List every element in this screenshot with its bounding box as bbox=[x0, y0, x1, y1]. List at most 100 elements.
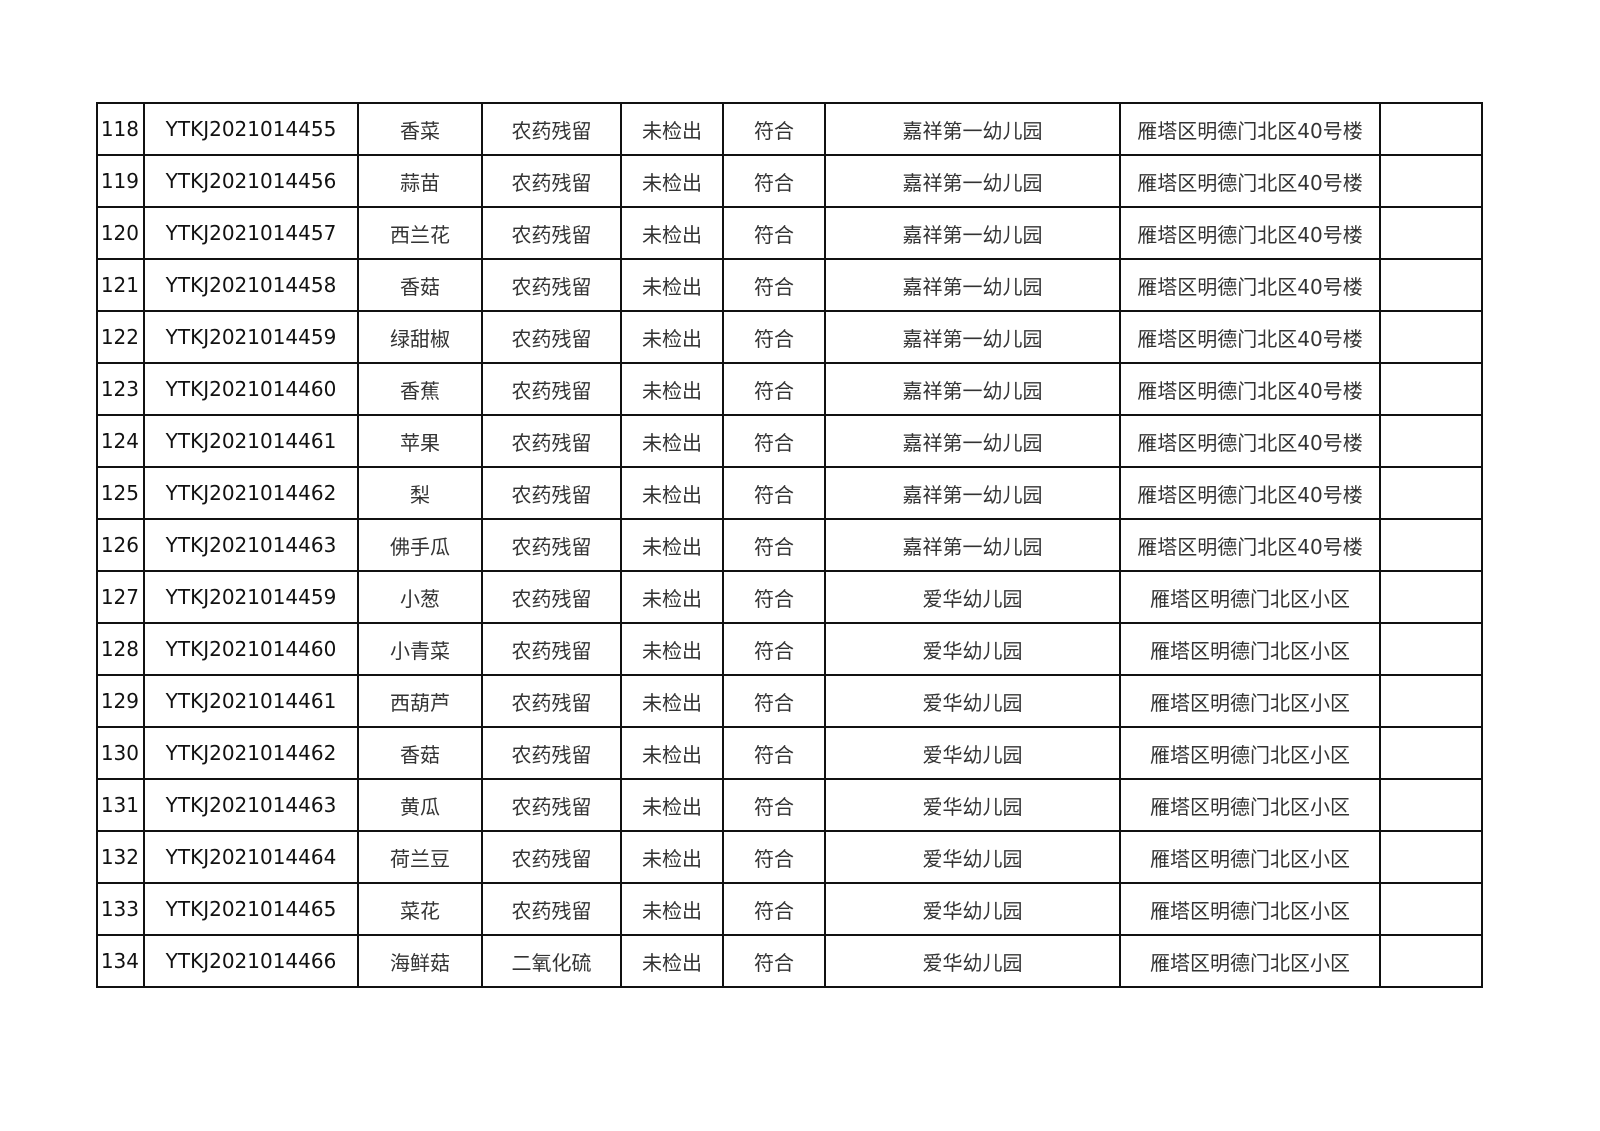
unit-address-cell: 雁塔区明德门北区小区 bbox=[1119, 934, 1381, 988]
remarks-cell bbox=[1379, 310, 1483, 364]
test-result-cell: 未检出 bbox=[620, 102, 724, 156]
verdict-cell: 符合 bbox=[722, 154, 826, 208]
table-row: 128 YTKJ2021014460 小青菜 农药残留 未检出 符合 爱华幼儿园 雁塔区明德门… bbox=[96, 622, 1483, 676]
test-result-cell: 未检出 bbox=[620, 414, 724, 468]
row-number-cell: 119 bbox=[96, 154, 145, 208]
sample-code-cell: YTKJ2021014462 bbox=[143, 466, 359, 520]
table-row: 122 YTKJ2021014459 绿甜椒 农药残留 未检出 符合 嘉祥第一幼儿园 雁塔区明… bbox=[96, 310, 1483, 364]
remarks-cell bbox=[1379, 570, 1483, 624]
sample-name-cell: 香菜 bbox=[357, 102, 483, 156]
table-row: 119 YTKJ2021014456 蒜苗 农药残留 未检出 符合 嘉祥第一幼儿园 雁塔区明德… bbox=[96, 154, 1483, 208]
sampled-unit-cell: 爱华幼儿园 bbox=[824, 726, 1121, 780]
table-row: 120 YTKJ2021014457 西兰花 农药残留 未检出 符合 嘉祥第一幼儿园 雁塔区明… bbox=[96, 206, 1483, 260]
remarks-cell bbox=[1379, 154, 1483, 208]
sampled-unit-cell: 嘉祥第一幼儿园 bbox=[824, 362, 1121, 416]
sample-name-cell: 蒜苗 bbox=[357, 154, 483, 208]
remarks-cell bbox=[1379, 206, 1483, 260]
verdict-cell: 符合 bbox=[722, 258, 826, 312]
remarks-cell bbox=[1379, 518, 1483, 572]
sample-code-cell: YTKJ2021014459 bbox=[143, 570, 359, 624]
row-number-cell: 133 bbox=[96, 882, 145, 936]
sample-code-cell: YTKJ2021014464 bbox=[143, 830, 359, 884]
row-number-cell: 130 bbox=[96, 726, 145, 780]
sample-name-cell: 香菇 bbox=[357, 726, 483, 780]
sample-code-cell: YTKJ2021014460 bbox=[143, 362, 359, 416]
test-item-cell: 农药残留 bbox=[481, 258, 622, 312]
row-number-cell: 132 bbox=[96, 830, 145, 884]
sample-name-cell: 海鲜菇 bbox=[357, 934, 483, 988]
test-item-cell: 农药残留 bbox=[481, 414, 622, 468]
verdict-cell: 符合 bbox=[722, 310, 826, 364]
sample-name-cell: 香蕉 bbox=[357, 362, 483, 416]
verdict-cell: 符合 bbox=[722, 622, 826, 676]
verdict-cell: 符合 bbox=[722, 830, 826, 884]
sample-code-cell: YTKJ2021014461 bbox=[143, 414, 359, 468]
inspection-results-table: 118 YTKJ2021014455 香菜 农药残留 未检出 符合 嘉祥第一幼儿园 雁塔区明德… bbox=[96, 102, 1483, 988]
test-result-cell: 未检出 bbox=[620, 726, 724, 780]
unit-address-cell: 雁塔区明德门北区40号楼 bbox=[1119, 310, 1381, 364]
verdict-cell: 符合 bbox=[722, 882, 826, 936]
table-row: 126 YTKJ2021014463 佛手瓜 农药残留 未检出 符合 嘉祥第一幼儿园 雁塔区明… bbox=[96, 518, 1483, 572]
remarks-cell bbox=[1379, 830, 1483, 884]
sample-name-cell: 绿甜椒 bbox=[357, 310, 483, 364]
test-result-cell: 未检出 bbox=[620, 466, 724, 520]
verdict-cell: 符合 bbox=[722, 414, 826, 468]
row-number-cell: 122 bbox=[96, 310, 145, 364]
row-number-cell: 131 bbox=[96, 778, 145, 832]
sample-name-cell: 黄瓜 bbox=[357, 778, 483, 832]
row-number-cell: 124 bbox=[96, 414, 145, 468]
remarks-cell bbox=[1379, 674, 1483, 728]
sampled-unit-cell: 嘉祥第一幼儿园 bbox=[824, 518, 1121, 572]
test-item-cell: 农药残留 bbox=[481, 310, 622, 364]
table-row: 129 YTKJ2021014461 西葫芦 农药残留 未检出 符合 爱华幼儿园 雁塔区明德门… bbox=[96, 674, 1483, 728]
remarks-cell bbox=[1379, 414, 1483, 468]
verdict-cell: 符合 bbox=[722, 934, 826, 988]
unit-address-cell: 雁塔区明德门北区小区 bbox=[1119, 830, 1381, 884]
sampled-unit-cell: 爱华幼儿园 bbox=[824, 882, 1121, 936]
table-row: 125 YTKJ2021014462 梨农药残留 未检出 符合 嘉祥第一幼儿园 雁塔区明德门… bbox=[96, 466, 1483, 520]
table-row: 134 YTKJ2021014466 海鲜菇 二氧化硫 未检出 符合 爱华幼儿园 雁塔区明德门… bbox=[96, 934, 1483, 988]
unit-address-cell: 雁塔区明德门北区小区 bbox=[1119, 726, 1381, 780]
sampled-unit-cell: 爱华幼儿园 bbox=[824, 622, 1121, 676]
test-item-cell: 农药残留 bbox=[481, 518, 622, 572]
test-result-cell: 未检出 bbox=[620, 934, 724, 988]
sample-code-cell: YTKJ2021014458 bbox=[143, 258, 359, 312]
unit-address-cell: 雁塔区明德门北区40号楼 bbox=[1119, 154, 1381, 208]
sampled-unit-cell: 爱华幼儿园 bbox=[824, 570, 1121, 624]
test-item-cell: 农药残留 bbox=[481, 622, 622, 676]
verdict-cell: 符合 bbox=[722, 518, 826, 572]
table-row: 118 YTKJ2021014455 香菜 农药残留 未检出 符合 嘉祥第一幼儿园 雁塔区明德… bbox=[96, 102, 1483, 156]
test-item-cell: 农药残留 bbox=[481, 570, 622, 624]
sample-code-cell: YTKJ2021014463 bbox=[143, 518, 359, 572]
unit-address-cell: 雁塔区明德门北区40号楼 bbox=[1119, 258, 1381, 312]
sample-code-cell: YTKJ2021014466 bbox=[143, 934, 359, 988]
test-result-cell: 未检出 bbox=[620, 830, 724, 884]
test-item-cell: 农药残留 bbox=[481, 778, 622, 832]
sample-code-cell: YTKJ2021014457 bbox=[143, 206, 359, 260]
table-row: 123 YTKJ2021014460 香蕉 农药残留 未检出 符合 嘉祥第一幼儿园 雁塔区明德… bbox=[96, 362, 1483, 416]
test-result-cell: 未检出 bbox=[620, 570, 724, 624]
sample-code-cell: YTKJ2021014461 bbox=[143, 674, 359, 728]
sample-name-cell: 苹果 bbox=[357, 414, 483, 468]
row-number-cell: 129 bbox=[96, 674, 145, 728]
test-result-cell: 未检出 bbox=[620, 778, 724, 832]
verdict-cell: 符合 bbox=[722, 362, 826, 416]
sampled-unit-cell: 嘉祥第一幼儿园 bbox=[824, 310, 1121, 364]
sampled-unit-cell: 嘉祥第一幼儿园 bbox=[824, 102, 1121, 156]
unit-address-cell: 雁塔区明德门北区40号楼 bbox=[1119, 206, 1381, 260]
sample-name-cell: 小青菜 bbox=[357, 622, 483, 676]
test-item-cell: 农药残留 bbox=[481, 362, 622, 416]
test-item-cell: 农药残留 bbox=[481, 726, 622, 780]
row-number-cell: 127 bbox=[96, 570, 145, 624]
sample-name-cell: 梨 bbox=[357, 466, 483, 520]
unit-address-cell: 雁塔区明德门北区小区 bbox=[1119, 674, 1381, 728]
remarks-cell bbox=[1379, 258, 1483, 312]
row-number-cell: 128 bbox=[96, 622, 145, 676]
sampled-unit-cell: 爱华幼儿园 bbox=[824, 778, 1121, 832]
unit-address-cell: 雁塔区明德门北区小区 bbox=[1119, 622, 1381, 676]
sample-code-cell: YTKJ2021014462 bbox=[143, 726, 359, 780]
test-item-cell: 农药残留 bbox=[481, 674, 622, 728]
row-number-cell: 118 bbox=[96, 102, 145, 156]
test-result-cell: 未检出 bbox=[620, 154, 724, 208]
test-result-cell: 未检出 bbox=[620, 310, 724, 364]
